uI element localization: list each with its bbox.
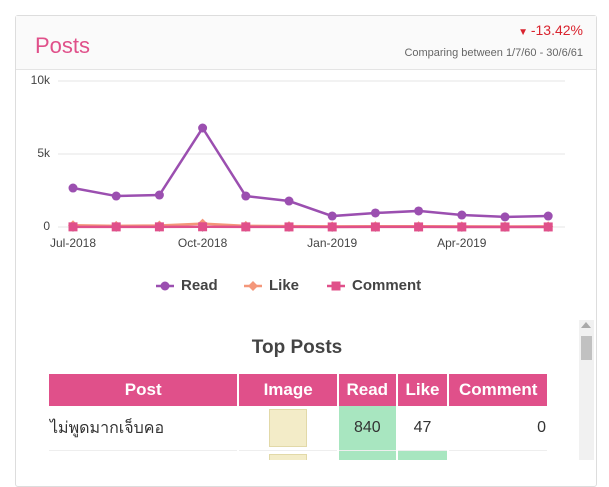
point [198, 124, 207, 133]
legend-label[interactable]: Like [269, 277, 299, 294]
point [371, 208, 380, 217]
column-header[interactable]: Image [239, 374, 337, 406]
thumbnail[interactable] [269, 454, 307, 460]
point [332, 282, 341, 291]
x-tick-label: Apr-2019 [437, 236, 487, 250]
point [161, 282, 170, 291]
point [241, 192, 250, 201]
page: Posts ▼ -13.42% Comparing between 1/7/60… [0, 0, 609, 471]
point [198, 222, 207, 231]
point [457, 211, 466, 220]
table-title: Top Posts [0, 337, 594, 359]
point [112, 192, 121, 201]
point [112, 222, 121, 231]
point [328, 222, 337, 231]
cell: 0 [449, 451, 547, 460]
row: BE YOURSELF :) 799510 [49, 451, 547, 460]
legend-label[interactable]: Comment [352, 277, 421, 294]
point [414, 206, 423, 215]
legend-label[interactable]: Read [181, 277, 218, 294]
cell: 47 [398, 406, 448, 451]
y-tick-label: 0 [43, 219, 50, 233]
column-header[interactable]: Comment [449, 374, 547, 406]
point [248, 281, 258, 291]
card-header: Posts ▼ -13.42% Comparing between 1/7/60… [16, 16, 596, 70]
down-icon: ▼ [518, 27, 531, 38]
cell: 799 [339, 451, 396, 460]
cell: ไม่พูดมากเจ็บคอ [49, 406, 237, 451]
column-header[interactable]: Like [398, 374, 448, 406]
point [457, 222, 466, 231]
point [69, 184, 78, 193]
scrollbar[interactable] [579, 320, 594, 460]
chart: 0 5k 10k Jul-2018 Oct-2018 Jan-2019 Apr-2019 Re… [0, 68, 594, 308]
y-tick-label: 5k [37, 146, 51, 160]
change-value: -13.42% [531, 22, 583, 38]
cell: BE YOURSELF :) [49, 451, 237, 460]
point [544, 212, 553, 221]
column-header[interactable]: Post [49, 374, 237, 406]
change: ▼ -13.42% [518, 22, 583, 38]
point [544, 222, 553, 231]
column-header[interactable]: Read [339, 374, 396, 406]
image-cell [239, 451, 337, 460]
thumbnail[interactable] [269, 409, 307, 447]
image-cell [239, 406, 337, 451]
point [328, 212, 337, 221]
point [155, 191, 164, 200]
point [285, 222, 294, 231]
point [285, 197, 294, 206]
point [155, 222, 164, 231]
point [241, 222, 250, 231]
x-tick-label: Oct-2018 [178, 236, 228, 250]
point [69, 222, 78, 231]
scroll-thumb[interactable] [581, 336, 592, 360]
y-tick-label: 10k [31, 73, 51, 87]
point [501, 212, 510, 221]
card-title: Posts [35, 33, 90, 59]
cell: 51 [398, 451, 448, 460]
point [414, 222, 423, 231]
point [371, 222, 380, 231]
comparison: Comparing between 1/7/60 - 30/6/61 [404, 47, 583, 59]
cell: 0 [449, 406, 547, 451]
point [501, 222, 510, 231]
x-tick-label: Jan-2019 [307, 236, 357, 250]
scroll-up[interactable] [581, 322, 591, 328]
cell: 840 [339, 406, 396, 451]
x-tick-label: Jul-2018 [50, 236, 96, 250]
series-line [73, 128, 548, 217]
